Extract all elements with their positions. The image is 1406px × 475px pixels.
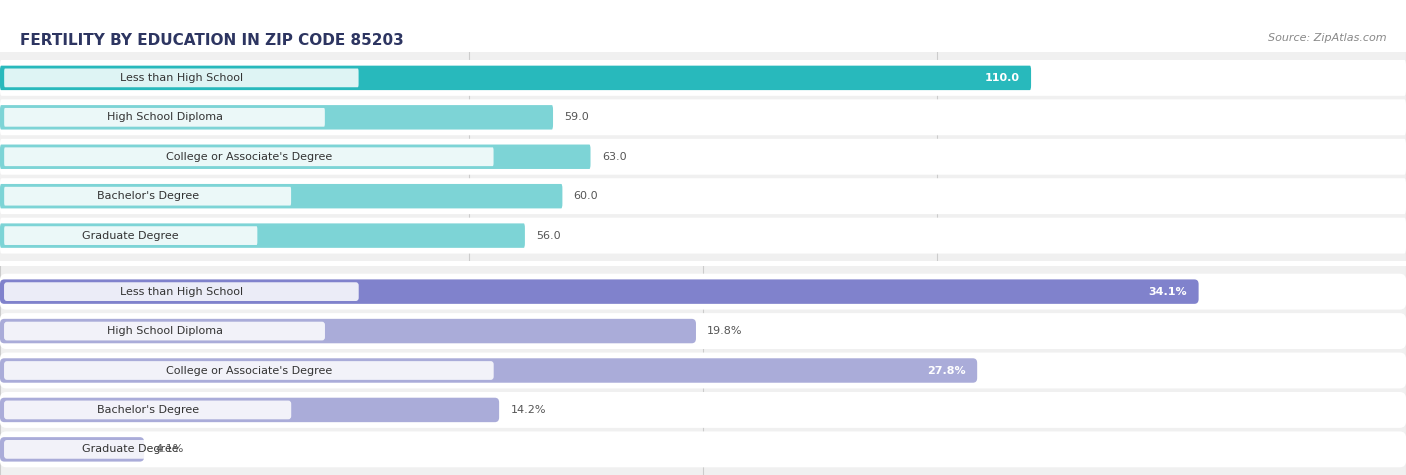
- Text: 19.8%: 19.8%: [707, 326, 742, 336]
- FancyBboxPatch shape: [0, 178, 1406, 214]
- FancyBboxPatch shape: [4, 187, 291, 206]
- FancyBboxPatch shape: [0, 144, 591, 169]
- FancyBboxPatch shape: [0, 274, 1406, 310]
- Text: College or Associate's Degree: College or Associate's Degree: [166, 152, 332, 162]
- FancyBboxPatch shape: [0, 319, 696, 343]
- FancyBboxPatch shape: [4, 108, 325, 127]
- FancyBboxPatch shape: [0, 358, 977, 383]
- Text: Less than High School: Less than High School: [120, 73, 243, 83]
- Text: Graduate Degree: Graduate Degree: [83, 445, 179, 455]
- FancyBboxPatch shape: [0, 139, 1406, 175]
- Text: High School Diploma: High School Diploma: [107, 326, 222, 336]
- FancyBboxPatch shape: [4, 147, 494, 166]
- Text: Source: ZipAtlas.com: Source: ZipAtlas.com: [1268, 33, 1386, 43]
- Text: 34.1%: 34.1%: [1149, 286, 1187, 296]
- Text: 60.0: 60.0: [574, 191, 599, 201]
- FancyBboxPatch shape: [0, 279, 1198, 304]
- FancyBboxPatch shape: [0, 66, 1031, 90]
- FancyBboxPatch shape: [4, 226, 257, 245]
- Text: 63.0: 63.0: [602, 152, 627, 162]
- FancyBboxPatch shape: [0, 99, 1406, 135]
- FancyBboxPatch shape: [0, 105, 553, 130]
- FancyBboxPatch shape: [0, 184, 562, 209]
- Text: Less than High School: Less than High School: [120, 286, 243, 296]
- FancyBboxPatch shape: [4, 282, 359, 301]
- FancyBboxPatch shape: [0, 392, 1406, 428]
- Text: Bachelor's Degree: Bachelor's Degree: [97, 191, 198, 201]
- FancyBboxPatch shape: [0, 352, 1406, 389]
- FancyBboxPatch shape: [4, 322, 325, 341]
- Text: High School Diploma: High School Diploma: [107, 112, 222, 123]
- Text: FERTILITY BY EDUCATION IN ZIP CODE 85203: FERTILITY BY EDUCATION IN ZIP CODE 85203: [20, 33, 404, 48]
- Text: 4.1%: 4.1%: [155, 445, 184, 455]
- Text: 110.0: 110.0: [984, 73, 1019, 83]
- Text: Bachelor's Degree: Bachelor's Degree: [97, 405, 198, 415]
- FancyBboxPatch shape: [0, 223, 524, 248]
- FancyBboxPatch shape: [0, 60, 1406, 96]
- Text: 14.2%: 14.2%: [510, 405, 546, 415]
- FancyBboxPatch shape: [0, 437, 143, 462]
- FancyBboxPatch shape: [0, 313, 1406, 349]
- FancyBboxPatch shape: [0, 398, 499, 422]
- FancyBboxPatch shape: [4, 400, 291, 419]
- Text: 27.8%: 27.8%: [928, 365, 966, 376]
- Text: Graduate Degree: Graduate Degree: [83, 231, 179, 241]
- FancyBboxPatch shape: [4, 361, 494, 380]
- Text: 56.0: 56.0: [536, 231, 561, 241]
- Text: College or Associate's Degree: College or Associate's Degree: [166, 365, 332, 376]
- FancyBboxPatch shape: [4, 440, 257, 459]
- FancyBboxPatch shape: [0, 218, 1406, 254]
- FancyBboxPatch shape: [4, 68, 359, 87]
- FancyBboxPatch shape: [0, 431, 1406, 467]
- Text: 59.0: 59.0: [564, 112, 589, 123]
